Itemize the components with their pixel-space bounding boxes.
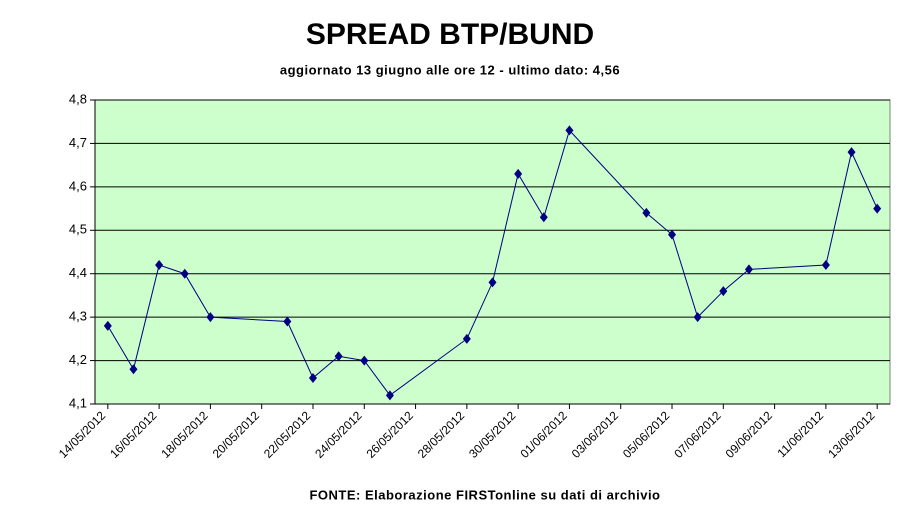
x-tick-label: 16/05/2012 — [107, 408, 160, 461]
y-tick-label: 4,4 — [69, 265, 87, 280]
chart-subtitle: aggiornato 13 giugno alle ore 12 - ultim… — [280, 62, 620, 77]
x-tick-label: 11/06/2012 — [775, 408, 827, 460]
data-point — [103, 320, 112, 331]
x-tick-label: 22/05/2012 — [261, 408, 314, 461]
data-point — [565, 125, 574, 136]
data-point — [821, 260, 830, 271]
data-point — [155, 260, 164, 271]
data-point — [360, 355, 369, 366]
x-tick-label: 07/06/2012 — [671, 408, 724, 461]
y-tick-label: 4,5 — [69, 222, 87, 237]
data-point — [847, 147, 856, 158]
x-tick-label: 01/06/2012 — [517, 408, 570, 461]
data-point — [873, 203, 882, 214]
data-point — [206, 312, 215, 323]
data-point — [334, 351, 343, 362]
data-point — [129, 364, 138, 375]
x-tick-label: 09/06/2012 — [723, 408, 776, 461]
data-point — [719, 286, 728, 297]
data-point — [180, 268, 189, 279]
data-point — [514, 168, 523, 179]
x-tick-label: 24/05/2012 — [312, 408, 365, 461]
chart-title: SPREAD BTP/BUND — [306, 18, 594, 51]
y-tick-label: 4,6 — [69, 178, 87, 193]
x-tick-label: 20/05/2012 — [210, 408, 263, 461]
y-tick-label: 4,1 — [69, 395, 87, 410]
data-point — [385, 390, 394, 401]
data-point — [693, 312, 702, 323]
data-point — [283, 316, 292, 327]
y-tick-label: 4,3 — [69, 309, 87, 324]
plot-area — [94, 99, 891, 405]
data-point — [668, 229, 677, 240]
data-point — [744, 264, 753, 275]
x-tick-label: 26/05/2012 — [364, 408, 417, 461]
x-tick-label: 13/06/2012 — [825, 408, 878, 461]
x-tick-label: 03/06/2012 — [569, 408, 622, 461]
x-tick-label: 18/05/2012 — [158, 408, 211, 461]
data-point — [642, 207, 651, 218]
data-point — [488, 277, 497, 288]
y-tick-label: 4,2 — [69, 352, 87, 367]
x-tick-label: 30/05/2012 — [466, 408, 519, 461]
y-tick-label: 4,8 — [69, 91, 87, 106]
x-tick-label: 14/05/2012 — [56, 408, 109, 461]
data-point — [308, 372, 317, 383]
source-note: FONTE: Elaborazione FIRSTonline su dati … — [309, 487, 660, 502]
y-tick-label: 4,7 — [69, 135, 87, 150]
x-tick-label: 05/06/2012 — [620, 408, 673, 461]
data-point — [539, 212, 548, 223]
x-tick-label: 28/05/2012 — [415, 408, 468, 461]
data-point — [462, 333, 471, 344]
